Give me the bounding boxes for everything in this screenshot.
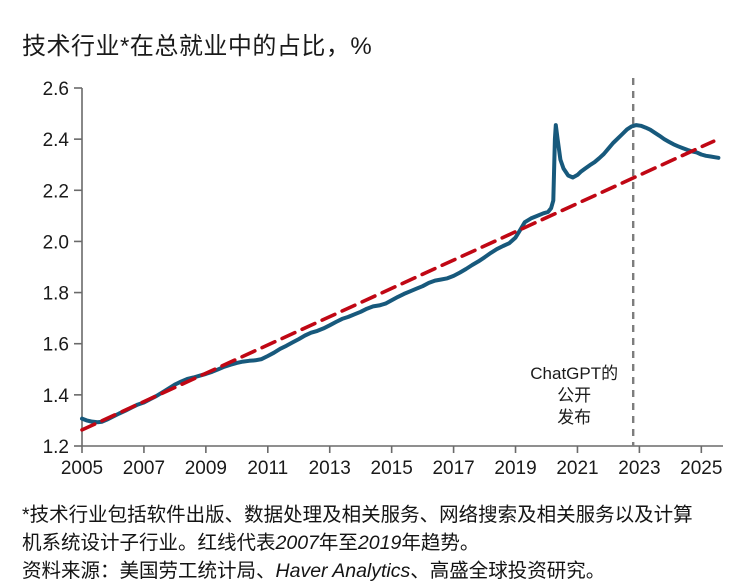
- y-axis-tick-label: 2.6: [43, 79, 69, 100]
- footnote-line: *技术行业包括软件出版、数据处理及相关服务、网络搜索及相关服务以及计算: [22, 501, 693, 529]
- footnote-segment: 、高盛全球投资研究。: [410, 560, 606, 582]
- chart-title: 技术行业*在总就业中的占比，%: [22, 33, 373, 60]
- footnote-line: 机系统设计子行业。红线代表2007年至2019年趋势。: [22, 529, 693, 557]
- y-axis-tick-label: 1.2: [43, 437, 69, 458]
- y-axis-tick-label: 2.2: [43, 181, 69, 202]
- x-axis-tick-label: 2007: [123, 458, 165, 479]
- x-axis-tick-label: 2009: [185, 458, 227, 479]
- footnote-segment: *技术行业包括软件出版、数据处理及相关服务、网络搜索及相关服务以及计算: [22, 504, 693, 526]
- footnote-segment: 年至: [318, 532, 358, 554]
- y-axis-tick-label: 1.4: [43, 386, 70, 407]
- y-axis-tick-label: 2.4: [43, 130, 70, 151]
- footnote-italic-segment: Haver Analytics: [275, 560, 411, 582]
- y-axis-tick-label: 2.0: [43, 232, 69, 253]
- footnote-segment: 年趋势。: [401, 532, 480, 554]
- chatgpt-annotation-line: 公开: [557, 386, 591, 405]
- x-axis-tick-label: 2005: [61, 458, 103, 479]
- chatgpt-annotation-line: ChatGPT的: [530, 364, 618, 383]
- x-axis-tick-label: 2019: [494, 458, 536, 479]
- tech-employment-line: [80, 123, 721, 425]
- x-axis-tick-label: 2011: [247, 458, 288, 479]
- y-axis-tick-label: 1.6: [43, 335, 69, 356]
- chatgpt-annotation-line: 发布: [557, 408, 591, 427]
- x-axis-tick-label: 2023: [618, 458, 660, 479]
- x-axis-tick-label: 2025: [680, 458, 722, 479]
- footnote-segment: 资料来源：美国劳工统计局、: [22, 560, 276, 582]
- x-axis-tick-label: 2013: [309, 458, 351, 479]
- trend-line-2007-2019: [80, 139, 716, 432]
- y-axis-tick-label: 1.8: [43, 284, 69, 305]
- source-line: 资料来源：美国劳工统计局、Haver Analytics、高盛全球投资研究。: [22, 557, 693, 585]
- footnote-italic-segment: 2007: [275, 532, 319, 554]
- footnote-italic-segment: 2019: [357, 532, 402, 554]
- x-axis-tick-label: 2017: [432, 458, 474, 479]
- axis-lines: [81, 88, 723, 447]
- footnote-segment: 机系统设计子行业。红线代表: [22, 532, 276, 554]
- x-axis-tick-label: 2015: [371, 458, 413, 479]
- x-axis-tick-label: 2021: [556, 458, 598, 479]
- chart-notes: *技术行业包括软件出版、数据处理及相关服务、网络搜索及相关服务以及计算 机系统设计…: [22, 501, 693, 585]
